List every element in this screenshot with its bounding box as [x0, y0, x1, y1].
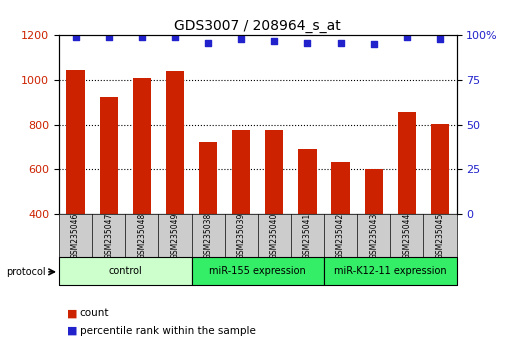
Bar: [431, 124, 449, 303]
Bar: [166, 71, 184, 303]
Text: percentile rank within the sample: percentile rank within the sample: [80, 326, 255, 336]
Text: GSM235042: GSM235042: [336, 212, 345, 258]
Text: ■: ■: [67, 308, 77, 318]
Point: [105, 34, 113, 40]
Text: GSM235046: GSM235046: [71, 212, 80, 259]
Bar: [232, 130, 250, 303]
Bar: [59, 257, 191, 285]
Text: GSM235048: GSM235048: [137, 212, 146, 258]
Text: control: control: [108, 266, 142, 276]
Point: [204, 40, 212, 45]
Bar: [133, 78, 151, 303]
Bar: [324, 257, 457, 285]
Point: [370, 41, 378, 47]
Text: GSM235045: GSM235045: [436, 212, 444, 259]
Point: [71, 34, 80, 40]
Bar: [398, 113, 416, 303]
Bar: [265, 130, 284, 303]
Point: [137, 34, 146, 40]
Text: GSM235040: GSM235040: [270, 212, 279, 259]
Bar: [199, 142, 217, 303]
Bar: [299, 149, 317, 303]
Text: miR-155 expression: miR-155 expression: [209, 266, 306, 276]
Point: [270, 38, 279, 44]
Title: GDS3007 / 208964_s_at: GDS3007 / 208964_s_at: [174, 19, 341, 33]
Text: GSM235044: GSM235044: [402, 212, 411, 259]
Bar: [331, 162, 350, 303]
Text: GSM235049: GSM235049: [170, 212, 180, 259]
Text: GSM235039: GSM235039: [236, 212, 246, 259]
Point: [237, 36, 245, 42]
Bar: [365, 170, 383, 303]
Text: count: count: [80, 308, 109, 318]
Text: protocol: protocol: [6, 267, 46, 277]
Point: [303, 40, 311, 45]
Bar: [191, 257, 324, 285]
Text: GSM235038: GSM235038: [204, 212, 212, 258]
Text: GSM235047: GSM235047: [104, 212, 113, 259]
Text: GSM235043: GSM235043: [369, 212, 378, 259]
Bar: [100, 97, 118, 303]
Point: [403, 34, 411, 40]
Point: [171, 34, 179, 40]
Point: [436, 36, 444, 42]
Bar: [67, 70, 85, 303]
Text: miR-K12-11 expression: miR-K12-11 expression: [334, 266, 447, 276]
Text: GSM235041: GSM235041: [303, 212, 312, 258]
Text: ■: ■: [67, 326, 77, 336]
Point: [337, 40, 345, 45]
